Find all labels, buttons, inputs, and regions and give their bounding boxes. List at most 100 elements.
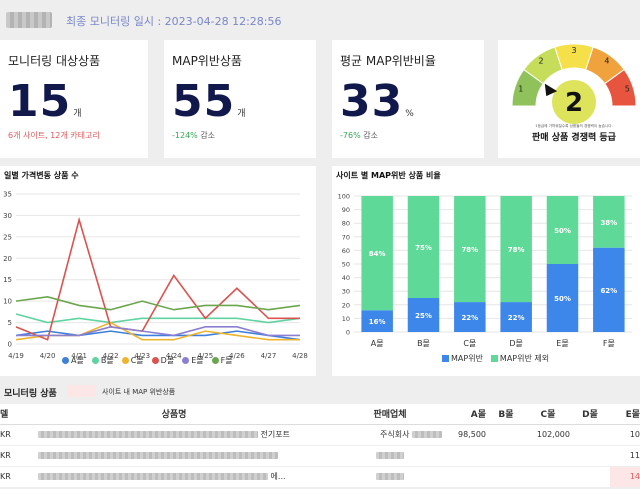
legend-square-icon [442, 355, 449, 362]
panel-title: 일별 가격변동 상품 수 [4, 171, 79, 180]
bar-data-label: 22% [461, 314, 478, 322]
series-line-F몰 [15, 296, 301, 311]
cell-product-name: 에... [14, 466, 334, 488]
col-product-name[interactable]: 상품명 [14, 404, 334, 425]
col-model[interactable]: 델 [0, 404, 14, 425]
legend-dot-icon [211, 357, 219, 364]
bar-segment-MAP위반 제외[interactable] [500, 196, 532, 303]
top-bar: 최종 모니터링 일시 : 2023-04-28 12:28:56 [0, 0, 640, 40]
col-e-mall[interactable]: E몰 [610, 404, 640, 425]
kpi-card-monitored-products: 모니터링 대상상품 15 개 6개 사이트, 12개 카테고리 [0, 40, 148, 158]
kpi-subtext: 6개 사이트, 12개 카테고리 [8, 131, 100, 140]
violation-swatch-label: 사이트 내 MAP 위반상품 [102, 388, 176, 396]
y-tick-label: 30 [3, 212, 12, 220]
grade-gauge: 1 2 3 4 5 2 1등급에 가까워질수록 상품들의 경쟁력이 높습니다. 판매 상… [511, 43, 637, 143]
bar-segment-MAP위반[interactable] [454, 302, 486, 332]
legend-item[interactable]: D몰 [151, 355, 174, 366]
bar-segment-MAP위반[interactable] [546, 264, 579, 332]
cell-c-mall [526, 445, 570, 467]
y-tick-label: 25 [3, 233, 12, 241]
table-header-row: 델 상품명 판매업체 A몰 B몰 C몰 D몰 E몰 [0, 404, 640, 425]
gauge-segment [604, 68, 637, 107]
bar-data-label: 16% [369, 318, 386, 326]
bar-segment-MAP위반 제외[interactable] [546, 196, 579, 264]
kpi-value: 15 개 [8, 76, 82, 127]
series-line-C몰 [15, 321, 300, 341]
y-tick-label: 50 [342, 261, 350, 269]
bar-data-label: 50% [554, 295, 571, 303]
bar-segment-MAP위반[interactable] [593, 247, 625, 332]
kpi-title: 모니터링 대상상품 [8, 54, 101, 68]
y-tick-label: 10 [342, 315, 350, 323]
legend-dot-icon [182, 357, 190, 364]
cell-product-name: 전기포트 [14, 424, 334, 446]
legend-item[interactable]: B몰 [91, 355, 114, 366]
y-tick-label: 100 [338, 193, 350, 201]
monitored-products-section: 모니터링 상품 사이트 내 MAP 위반상품 [0, 378, 640, 404]
cell-model: KR [0, 445, 14, 467]
col-c-mall[interactable]: C몰 [526, 404, 570, 425]
cell-c-mall: 102,000 [526, 424, 570, 446]
bar-data-label: 84% [369, 250, 386, 258]
bar-segment-MAP위반 제외[interactable] [454, 196, 486, 303]
legend-item[interactable]: C몰 [121, 355, 144, 366]
kpi-title: 평균 MAP위반비율 [340, 54, 436, 68]
series-line-E몰 [16, 326, 300, 337]
kpi-card-map-violation-products: MAP위반상품 55 개 -124% 감소 [164, 40, 316, 158]
series-line-D몰 [15, 216, 300, 341]
kpi-value: 55 개 [172, 76, 246, 127]
bar-data-label: 62% [600, 287, 617, 295]
bar-segment-MAP위반[interactable] [407, 298, 440, 332]
x-tick-label: B몰 [417, 339, 430, 348]
x-tick-label: 4/19 [8, 352, 24, 360]
legend-label: MAP위반 제외 [499, 354, 550, 363]
gauge-value: 2 [565, 88, 583, 118]
gauge-segment-label: 1 [518, 85, 523, 94]
bar-segment-MAP위반[interactable] [361, 310, 393, 332]
legend-label: MAP위반 [451, 354, 483, 363]
x-tick-label: 4/23 [134, 352, 150, 360]
x-tick-label: A몰 [371, 339, 384, 348]
bar-data-label: 78% [461, 246, 478, 254]
bar-segment-MAP위반[interactable] [500, 302, 532, 332]
cell-model: KR [0, 424, 14, 446]
table-row[interactable]: KR 에... 14 [0, 466, 640, 488]
cell-a-mall [446, 445, 486, 467]
bar-segment-MAP위반 제외[interactable] [407, 196, 440, 298]
y-tick-label: 20 [3, 255, 12, 263]
bar-segment-MAP위반 제외[interactable] [593, 196, 625, 248]
x-tick-label: 4/27 [261, 352, 277, 360]
kpi-subtext: -76% 감소 [340, 131, 378, 140]
legend-item[interactable]: A몰 [62, 355, 84, 366]
legend-item[interactable]: MAP위반 [442, 353, 483, 364]
site-violation-ratio-panel: 사이트 별 MAP위반 상품 비율 0 10 20 30 40 50 60 70 80 90 100… [332, 166, 640, 376]
gauge-segment-label: 2 [539, 57, 544, 66]
x-tick-label: F몰 [603, 339, 615, 348]
cell-d-mall [570, 424, 610, 446]
cell-b-mall [486, 445, 526, 467]
legend-item[interactable]: MAP위반 제외 [490, 353, 550, 364]
col-seller[interactable]: 판매업체 [334, 404, 446, 425]
col-a-mall[interactable]: A몰 [446, 404, 486, 425]
col-d-mall[interactable]: D몰 [570, 404, 610, 425]
bar-segment-MAP위반 제외[interactable] [361, 196, 393, 311]
table-row[interactable]: KR 전기포트 주식회사 98,500 102,000 10 [0, 424, 640, 446]
y-tick-label: 0 [346, 329, 350, 337]
legend-dot-icon [151, 357, 159, 364]
table-row[interactable]: KR 11 [0, 445, 640, 467]
y-tick-label: 40 [342, 274, 350, 282]
x-tick-label: 4/21 [71, 352, 87, 360]
legend-item[interactable]: E몰 [182, 355, 204, 366]
x-tick-label: 4/24 [166, 352, 182, 360]
bar-data-label: 75% [415, 244, 432, 252]
bar-data-label: 25% [415, 312, 432, 320]
cell-e-mall: 14 [610, 466, 640, 488]
col-b-mall[interactable]: B몰 [486, 404, 526, 425]
x-tick-label: D몰 [509, 339, 523, 348]
stacked-bar-chart: 0 10 20 30 40 50 60 70 80 90 100 16% 84% A몰 25% 75% B몰 22… [338, 193, 632, 348]
legend-item[interactable]: F몰 [211, 355, 233, 366]
line-chart: 0 5 10 15 20 25 30 35 4/19 4/20 4/21 4/22 4/23 4/24 4/… [3, 191, 308, 361]
daily-price-change-panel: 일별 가격변동 상품 수 0 5 10 15 20 25 30 35 4/19 4/20 4/21 4… [0, 166, 316, 376]
panel-title: 사이트 별 MAP위반 상품 비율 [336, 171, 441, 180]
legend-label: A몰 [71, 356, 84, 365]
